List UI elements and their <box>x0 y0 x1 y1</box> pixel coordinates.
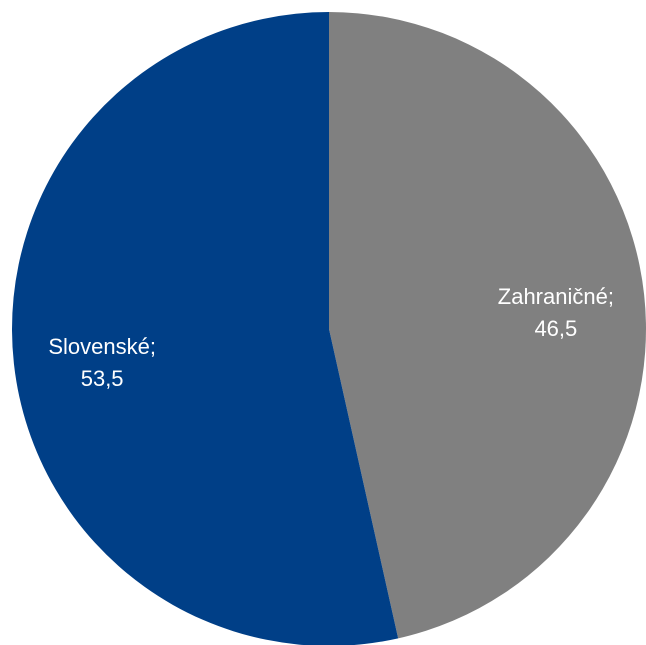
value-label: 46,5 <box>534 316 577 341</box>
slice-label: Slovenské; <box>48 334 156 359</box>
value-label: 53,5 <box>81 366 124 391</box>
slice-label: Zahraničné; <box>498 284 614 309</box>
pie-slice <box>12 12 399 645</box>
pie-slice <box>329 12 646 639</box>
